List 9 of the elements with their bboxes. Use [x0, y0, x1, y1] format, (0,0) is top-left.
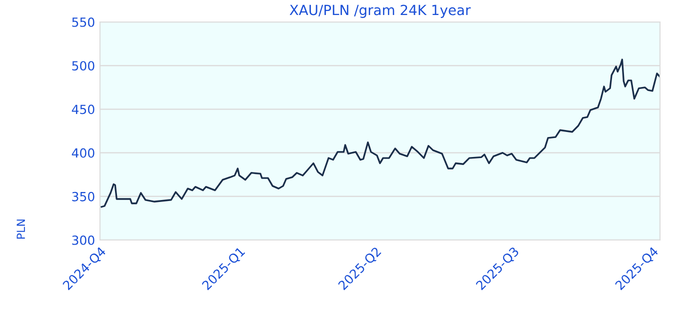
y-tick-label: 550 [72, 17, 94, 27]
y-tick-label: 300 [72, 235, 94, 245]
line-series [100, 58, 660, 208]
y-tick-label: 500 [72, 61, 94, 71]
chart-title: XAU/PLN /gram 24K 1year [290, 4, 471, 18]
y-axis-title: PLN [16, 220, 25, 239]
y-tick-label: 400 [72, 148, 94, 158]
y-tick-label: 350 [72, 192, 94, 202]
y-tick-label: 450 [72, 104, 94, 114]
